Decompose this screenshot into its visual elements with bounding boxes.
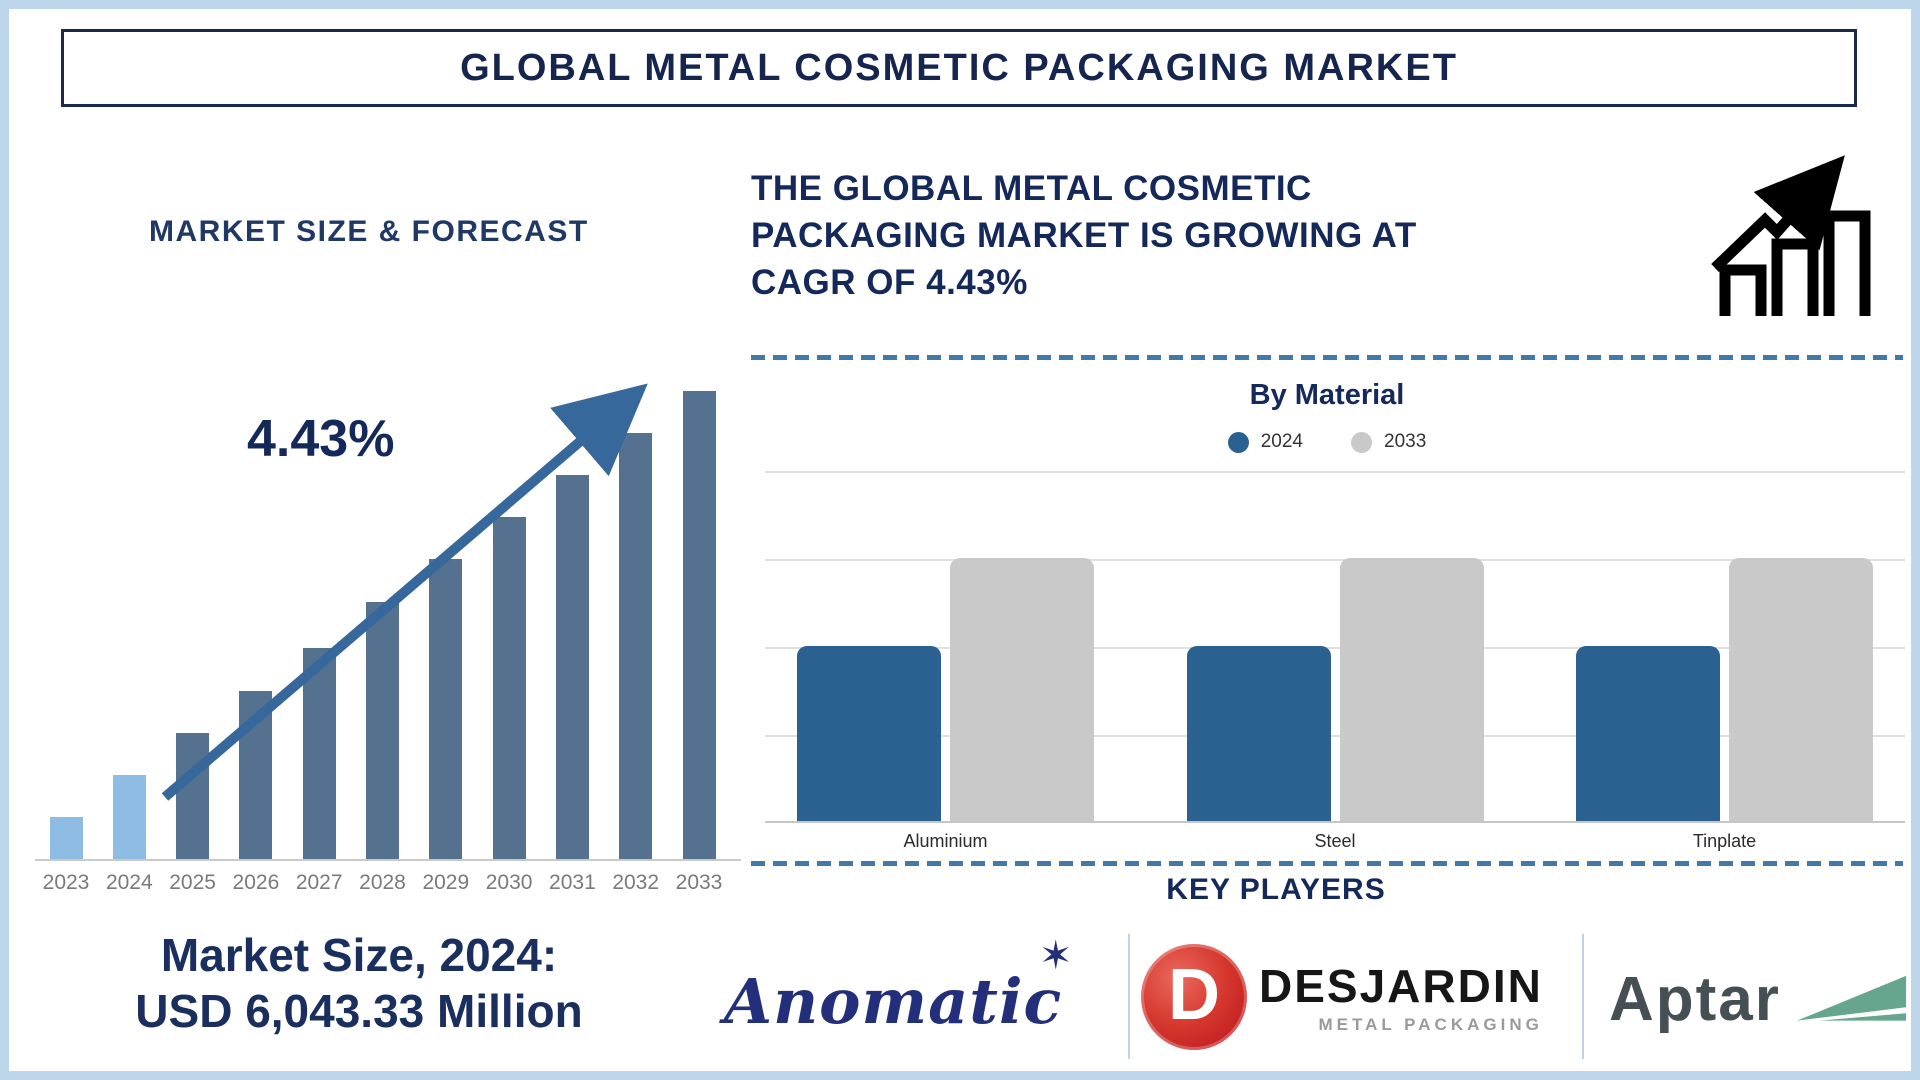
anomatic-wordmark: Anomatic bbox=[724, 965, 1063, 1038]
anomatic-star-icon: ✶ bbox=[1039, 934, 1073, 978]
growth-headline-line1: THE GLOBAL METAL COSMETIC bbox=[751, 169, 1312, 208]
forecast-bar-2030 bbox=[492, 517, 526, 859]
forecast-x-axis bbox=[35, 859, 741, 861]
material-group-tinplate bbox=[1576, 558, 1873, 821]
legend-swatch-2033 bbox=[1351, 431, 1372, 453]
legend-item-2033: 2033 bbox=[1351, 431, 1426, 453]
forecast-bar-2023 bbox=[49, 817, 83, 859]
logo-divider bbox=[1128, 934, 1130, 1059]
market-forecast-heading: MARKET SIZE & FORECAST bbox=[149, 215, 589, 248]
forecast-year-label: 2032 bbox=[612, 871, 660, 894]
forecast-year-label: 2026 bbox=[232, 871, 280, 894]
material-category-label: Steel bbox=[1314, 831, 1356, 851]
forecast-bar-2025 bbox=[176, 733, 210, 859]
material-legend: 2024 2033 bbox=[751, 427, 1903, 457]
forecast-bar-2029 bbox=[429, 559, 463, 859]
forecast-bar-2026 bbox=[239, 691, 273, 859]
forecast-bar-2027 bbox=[302, 648, 336, 859]
desjardin-wordmark: DESJARDIN bbox=[1259, 960, 1543, 1012]
key-players-heading: KEY PLAYERS bbox=[1166, 873, 1386, 906]
gridline bbox=[765, 647, 1905, 649]
forecast-bar-2032 bbox=[619, 433, 653, 859]
desjardin-text-column: DESJARDIN METAL PACKAGING bbox=[1259, 959, 1543, 1035]
growth-headline-line3: CAGR OF 4.43% bbox=[751, 263, 1028, 302]
market-size-caption-line2: USD 6,043.33 Million bbox=[135, 985, 583, 1037]
gridline bbox=[765, 735, 1905, 737]
legend-swatch-2024 bbox=[1227, 431, 1249, 453]
cagr-annotation: 4.43% bbox=[247, 410, 395, 468]
market-size-caption: Market Size, 2024: USD 6,043.33 Million bbox=[69, 927, 649, 1039]
material-bar-chart bbox=[765, 471, 1905, 823]
forecast-year-labels: 2023 2024 2025 2026 2027 2028 2029 2030 2031 2032… bbox=[35, 871, 741, 897]
logo-divider bbox=[1582, 934, 1584, 1059]
anomatic-logo: Anomatic ✶ bbox=[709, 934, 1119, 1057]
material-bar-aluminium-2033 bbox=[950, 558, 1094, 821]
material-category-labels: Aluminium Steel Tinplate bbox=[765, 831, 1905, 852]
desjardin-subtitle: METAL PACKAGING bbox=[1318, 1015, 1543, 1034]
aptar-logo: Aptar bbox=[1609, 954, 1909, 1044]
desjardin-logo: D DESJARDIN METAL PACKAGING bbox=[1141, 937, 1561, 1057]
title-box: GLOBAL METAL COSMETIC PACKAGING MARKET bbox=[61, 29, 1857, 107]
legend-label-2024: 2024 bbox=[1260, 431, 1303, 452]
forecast-bar-2028 bbox=[366, 602, 399, 859]
legend-item-2024: 2024 bbox=[1227, 431, 1303, 453]
dashed-divider-top bbox=[751, 355, 1903, 360]
page-title: GLOBAL METAL COSMETIC PACKAGING MARKET bbox=[460, 46, 1458, 89]
material-category-label: Aluminium bbox=[903, 831, 988, 851]
legend-label-2033: 2033 bbox=[1384, 431, 1427, 452]
forecast-bar-2031 bbox=[555, 475, 589, 859]
material-bar-steel-2033 bbox=[1339, 558, 1484, 821]
growth-headline: THE GLOBAL METAL COSMETIC PACKAGING MARK… bbox=[751, 165, 1551, 306]
forecast-bar-2024 bbox=[112, 775, 146, 859]
forecast-year-label: 2029 bbox=[422, 871, 470, 894]
aptar-wordmark: Aptar bbox=[1609, 964, 1781, 1034]
material-group-steel bbox=[1186, 558, 1484, 821]
material-bar-tinplate-2024 bbox=[1576, 646, 1720, 821]
material-category-label: Tinplate bbox=[1692, 831, 1757, 851]
market-size-caption-line1: Market Size, 2024: bbox=[160, 929, 558, 981]
forecast-year-label: 2033 bbox=[675, 871, 723, 894]
forecast-year-label: 2027 bbox=[295, 871, 343, 894]
forecast-year-label: 2025 bbox=[169, 871, 216, 894]
forecast-year-label: 2023 bbox=[42, 871, 90, 894]
desjardin-globe-icon: D bbox=[1141, 944, 1247, 1050]
gridline bbox=[765, 471, 1905, 473]
dashed-divider-bottom bbox=[751, 861, 1903, 866]
forecast-bar-2033 bbox=[682, 391, 716, 859]
forecast-year-label: 2031 bbox=[549, 871, 596, 894]
forecast-year-label: 2030 bbox=[485, 871, 533, 894]
by-material-title: By Material bbox=[1249, 379, 1405, 411]
material-bar-steel-2024 bbox=[1186, 646, 1331, 821]
material-bar-tinplate-2033 bbox=[1729, 558, 1873, 821]
forecast-year-label: 2024 bbox=[105, 871, 153, 894]
growth-headline-line2: PACKAGING MARKET IS GROWING AT bbox=[751, 216, 1417, 255]
material-bars bbox=[765, 471, 1905, 821]
aptar-triangle-icon bbox=[1796, 975, 1907, 1021]
gridline bbox=[765, 559, 1905, 561]
forecast-year-label: 2028 bbox=[359, 871, 406, 894]
material-bar-aluminium-2024 bbox=[797, 646, 941, 821]
material-group-aluminium bbox=[797, 558, 1094, 821]
material-x-axis bbox=[765, 821, 1905, 823]
desjardin-monogram: D bbox=[1168, 955, 1220, 1035]
growth-chart-icon bbox=[1711, 155, 1871, 316]
